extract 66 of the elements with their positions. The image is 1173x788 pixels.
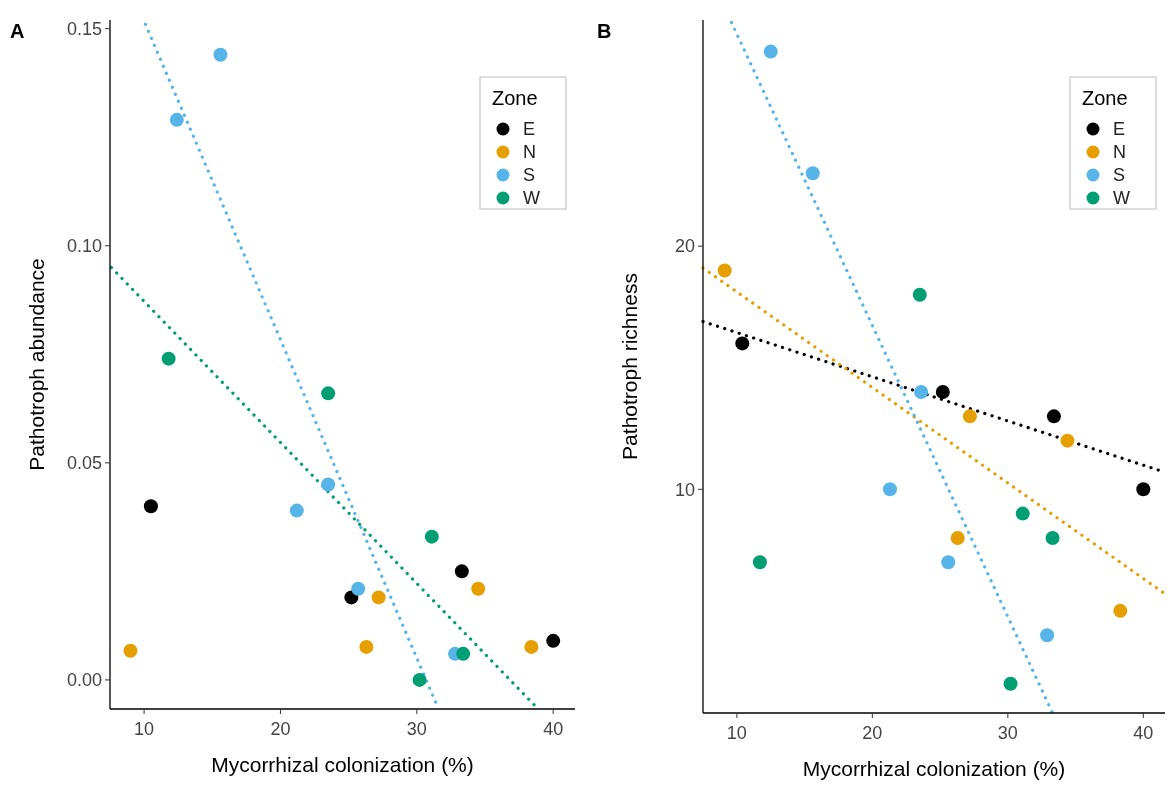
point (735, 336, 750, 351)
point (1060, 433, 1075, 448)
x-tick-label: 30 (997, 723, 1018, 743)
x-tick-label: 30 (406, 719, 427, 739)
chart-title: A (10, 20, 25, 42)
point (805, 166, 820, 181)
x-axis-title: Mycorrhizal colonization (%) (211, 753, 474, 776)
point (213, 47, 228, 62)
point (962, 409, 977, 424)
point (1015, 506, 1030, 521)
point (412, 672, 427, 687)
legend-label: S (523, 165, 536, 186)
point (935, 385, 950, 400)
point (351, 581, 366, 596)
point (289, 503, 304, 518)
point (524, 639, 539, 654)
point (882, 482, 897, 497)
point (1136, 482, 1151, 497)
point (752, 555, 767, 570)
point (161, 351, 176, 366)
point (123, 643, 138, 658)
x-tick-label: 20 (862, 723, 883, 743)
x-axis-title: Mycorrhizal colonization (%) (802, 757, 1066, 780)
point (546, 633, 561, 648)
point (424, 529, 439, 544)
chart-title: B (597, 20, 612, 42)
point (1046, 409, 1061, 424)
y-tick-label: 0.00 (66, 670, 102, 691)
y-axis-title: Pathotroph richness (618, 273, 641, 460)
x-tick-label: 20 (270, 719, 291, 739)
point (169, 112, 184, 127)
x-tick-label: 10 (726, 723, 747, 743)
legend-label: N (1113, 142, 1126, 163)
legend-label: W (1113, 188, 1130, 209)
point (912, 287, 927, 302)
y-axis-title: Pathotroph abundance (25, 258, 48, 471)
y-tick-label: 0.15 (66, 18, 102, 39)
point (1113, 603, 1128, 618)
point (143, 499, 158, 514)
y-tick-label: 0.10 (66, 236, 102, 257)
legend-label: E (1113, 119, 1126, 140)
point (1040, 628, 1055, 643)
x-tick-label: 10 (134, 719, 155, 739)
point (717, 263, 732, 278)
point (321, 386, 336, 401)
point (456, 646, 471, 661)
point (471, 581, 486, 596)
point (321, 477, 336, 492)
legend-title: Zone (1082, 87, 1128, 109)
legend-title: Zone (492, 87, 538, 109)
point (950, 530, 965, 545)
x-tick-label: 40 (1133, 723, 1154, 743)
point (371, 590, 386, 605)
legend-label: N (523, 142, 536, 163)
point (914, 385, 929, 400)
point (763, 44, 778, 59)
point (454, 564, 469, 579)
point (941, 555, 956, 570)
legend-label: E (523, 119, 536, 140)
legend-label: W (523, 188, 540, 209)
legend-label: S (1113, 165, 1126, 186)
point (1045, 530, 1060, 545)
y-tick-label: 0.05 (66, 453, 102, 474)
point (359, 639, 374, 654)
point (1003, 676, 1018, 691)
x-tick-label: 40 (543, 719, 564, 739)
